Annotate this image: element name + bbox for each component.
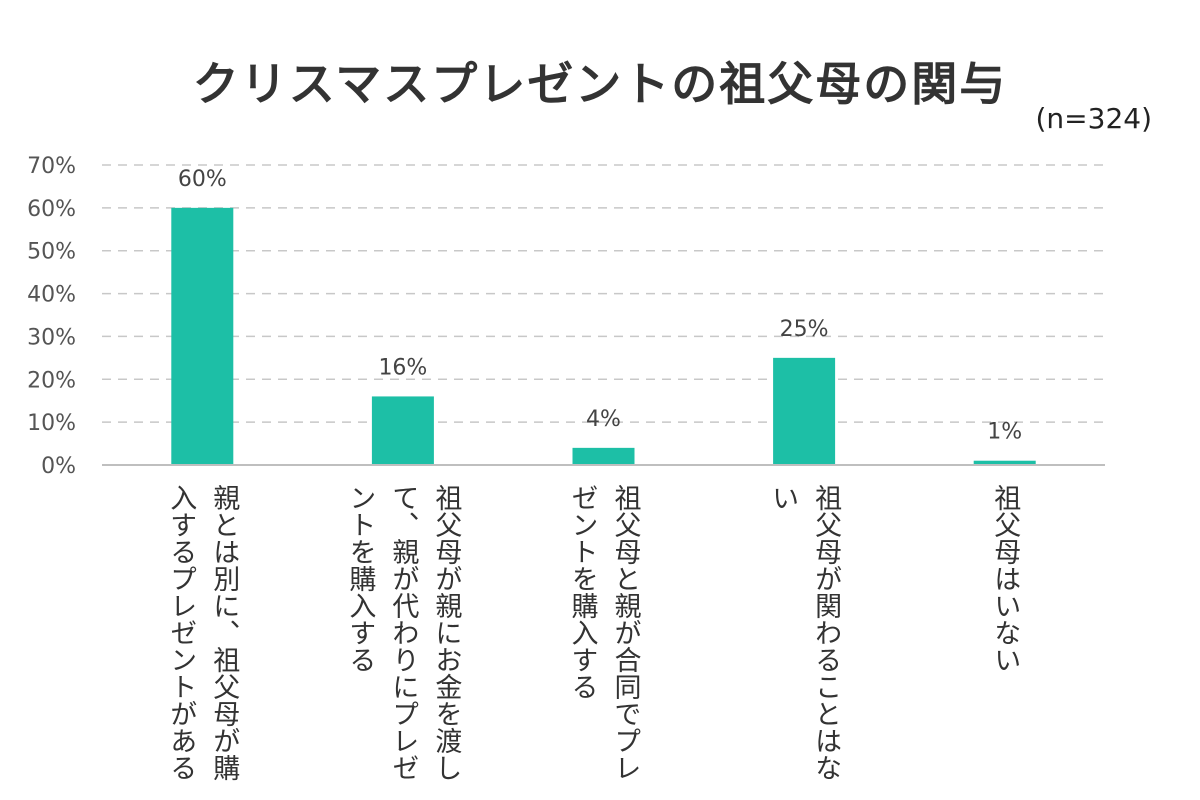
y-tick-label: 20% (27, 368, 76, 393)
bar-value-label: 4% (586, 407, 621, 432)
bar (371, 396, 434, 465)
bar (973, 460, 1036, 465)
bar-value-label: 1% (987, 420, 1022, 445)
category-label: 祖父母はいない (989, 484, 1021, 673)
category-label: 祖父母と親が合同でプレゼントを購入する (566, 484, 641, 781)
bars (171, 207, 1036, 465)
category-label: 親とは別に、祖父母が購入するプレゼントがある (165, 484, 240, 781)
y-tick-label: 0% (41, 454, 76, 479)
data-labels: 60% 16% 4% 25% 1% (178, 167, 1022, 445)
y-tick-label: 10% (27, 411, 76, 436)
bar (572, 447, 635, 465)
category-label: 祖父母が親にお金を渡して、親が代わりにプレゼントを購入する (344, 484, 462, 781)
bar-value-label: 25% (780, 317, 829, 342)
y-axis: 0% 10% 20% 30% 40% 50% 60% 70% (27, 154, 76, 479)
gridlines (102, 164, 1105, 423)
bar (171, 207, 234, 465)
y-tick-label: 70% (27, 154, 76, 179)
y-tick-label: 30% (27, 325, 76, 350)
y-tick-label: 60% (27, 197, 76, 222)
bar-value-label: 60% (178, 167, 227, 192)
bar (773, 357, 836, 465)
category-label: 祖父母が関わることはない (767, 484, 842, 781)
y-tick-label: 50% (27, 240, 76, 265)
bar-value-label: 16% (378, 355, 427, 380)
sample-size-label: (n=324) (1035, 102, 1153, 135)
chart-title: クリスマスプレゼントの祖父母の関与 (192, 57, 1008, 111)
y-tick-label: 40% (27, 283, 76, 308)
